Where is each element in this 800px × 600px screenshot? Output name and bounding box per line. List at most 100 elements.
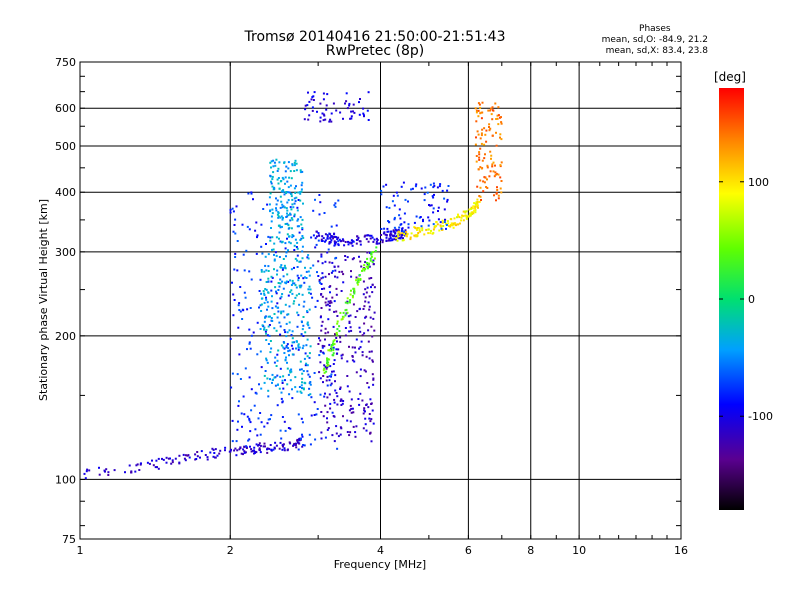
scatter-point [320, 324, 323, 327]
scatter-point [283, 420, 286, 423]
scatter-point [383, 231, 386, 234]
scatter-point [419, 230, 422, 233]
scatter-point [322, 381, 324, 384]
scatter-point [304, 108, 307, 111]
y-tick-label: 500 [55, 140, 76, 153]
scatter-point [347, 240, 349, 243]
scatter-point [445, 227, 447, 230]
scatter-point [407, 226, 410, 229]
scatter-point [333, 232, 336, 235]
scatter-point [307, 394, 310, 397]
scatter-point [279, 226, 282, 229]
scatter-point [248, 376, 251, 379]
scatter-point [297, 348, 300, 351]
scatter-point [405, 232, 407, 235]
scatter-point [413, 221, 416, 224]
scatter-point [348, 330, 351, 333]
scatter-point [224, 446, 227, 449]
scatter-point [373, 311, 376, 314]
scatter-point [324, 332, 327, 335]
scatter-point [352, 425, 355, 428]
scatter-point [364, 261, 367, 264]
scatter-point [362, 308, 365, 310]
scatter-point [352, 287, 355, 290]
scatter-point [327, 248, 330, 251]
scatter-point [494, 102, 497, 105]
scatter-point [322, 415, 325, 418]
scatter-point [293, 213, 296, 216]
scatter-point [136, 463, 139, 466]
scatter-point [283, 329, 286, 331]
scatter-point [475, 203, 478, 206]
scatter-point [332, 325, 335, 328]
scatter-point [246, 308, 249, 311]
scatter-point [490, 154, 493, 157]
scatter-point [332, 363, 335, 365]
scatter-point [495, 192, 498, 195]
scatter-point [500, 116, 502, 119]
scatter-point [308, 352, 311, 355]
scatter-point [231, 372, 234, 375]
scatter-point [269, 418, 271, 421]
scatter-point [296, 247, 299, 250]
scatter-point [280, 295, 283, 298]
scatter-point [391, 234, 394, 237]
scatter-point [340, 398, 343, 401]
scatter-point [271, 208, 274, 211]
scatter-point [389, 233, 392, 236]
scatter-point [243, 269, 246, 272]
scatter-point [167, 457, 170, 460]
scatter-point [302, 202, 304, 205]
scatter-point [332, 348, 335, 351]
scatter-point [401, 239, 404, 242]
scatter-point [273, 327, 276, 330]
scatter-point [293, 341, 296, 344]
scatter-point [293, 442, 296, 445]
scatter-point [486, 187, 489, 189]
scatter-point [287, 167, 290, 170]
scatter-point [278, 161, 281, 164]
scatter-point [274, 305, 277, 308]
scatter-point [320, 431, 323, 434]
scatter-point [303, 381, 306, 384]
scatter-point [294, 159, 297, 162]
scatter-point [236, 269, 239, 272]
scatter-point [249, 445, 251, 448]
scatter-point [433, 193, 435, 196]
scatter-point [351, 258, 354, 261]
scatter-point [224, 449, 226, 452]
scatter-point [287, 313, 290, 316]
scatter-point [138, 469, 141, 471]
scatter-point [233, 299, 236, 301]
scatter-point [300, 333, 303, 336]
scatter-point [253, 404, 256, 407]
scatter-point [480, 134, 483, 137]
scatter-point [297, 191, 300, 194]
scatter-point [372, 251, 375, 254]
scatter-point [317, 239, 320, 242]
scatter-point [359, 368, 362, 371]
scatter-point [313, 414, 316, 416]
scatter-point [308, 291, 311, 294]
scatter-point [330, 271, 333, 274]
scatter-point [342, 239, 345, 242]
scatter-point [389, 234, 392, 237]
scatter-point [254, 451, 256, 454]
scatter-point [495, 118, 498, 120]
scatter-point [244, 367, 247, 370]
scatter-point [373, 329, 376, 332]
scatter-point [446, 200, 449, 203]
scatter-point [344, 327, 347, 329]
scatter-point [304, 266, 306, 269]
scatter-point [298, 225, 300, 228]
scatter-point [298, 437, 301, 440]
scatter-point [431, 195, 434, 198]
scatter-point [284, 303, 287, 306]
scatter-point [293, 282, 296, 285]
scatter-point [316, 408, 319, 410]
scatter-point [381, 239, 384, 242]
scatter-point [339, 433, 342, 436]
scatter-point [302, 324, 305, 327]
scatter-point [286, 180, 289, 183]
scatter-point [421, 229, 424, 232]
